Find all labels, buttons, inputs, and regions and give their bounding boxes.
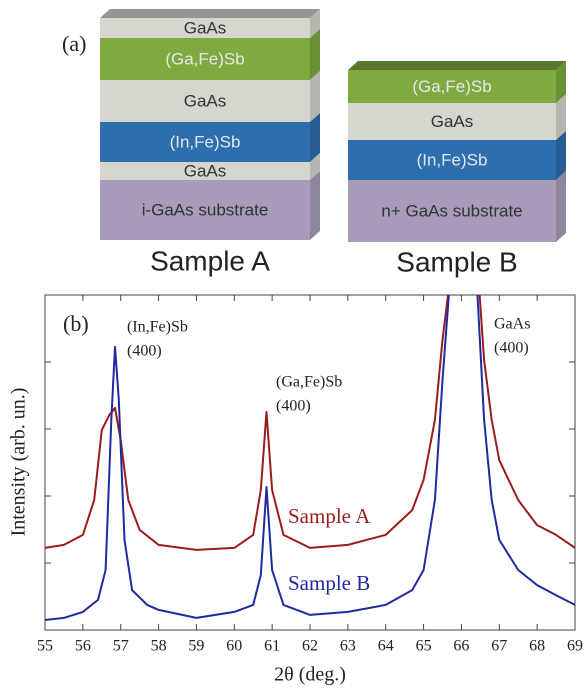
x-tick-label: 62 — [302, 638, 318, 655]
layer-label: GaAs — [184, 161, 227, 180]
sample-label: Sample A — [150, 245, 270, 276]
y-axis-label: Intensity (arb. un.) — [8, 388, 30, 537]
x-tick-label: 64 — [378, 638, 394, 655]
layer-label: (In,Fe)Sb — [170, 132, 241, 151]
x-tick-label: 65 — [416, 638, 432, 655]
x-tick-label: 56 — [75, 638, 91, 655]
panel-label: (a) — [62, 31, 86, 56]
layer-side — [556, 61, 566, 103]
layer-side — [556, 94, 566, 140]
layer-top — [100, 9, 320, 18]
layer-side — [556, 171, 566, 242]
layer-side — [556, 131, 566, 180]
layer-front — [100, 122, 310, 162]
layer-side — [310, 9, 320, 38]
x-tick-label: 69 — [567, 638, 583, 655]
peak-annotation: (In,Fe)Sb — [127, 319, 188, 336]
layer-front — [100, 38, 310, 80]
x-tick-label: 67 — [491, 638, 507, 655]
layer-side — [310, 171, 320, 240]
peak-annotation: (400) — [127, 343, 162, 360]
series-line — [45, 295, 575, 621]
layer-side — [310, 71, 320, 122]
layer-front — [348, 103, 556, 140]
layer-label: (Ga,Fe)Sb — [412, 77, 491, 96]
layer-side — [310, 29, 320, 80]
peak-annotation: (400) — [494, 340, 529, 357]
layer-front — [100, 162, 310, 180]
layer-label: i-GaAs substrate — [142, 200, 269, 219]
layer-top — [348, 61, 566, 70]
series-label: Sample B — [288, 571, 370, 595]
layer-front — [100, 80, 310, 122]
x-tick-label: 57 — [113, 638, 129, 655]
layer-front — [348, 180, 556, 242]
peak-annotation: (Ga,Fe)Sb — [276, 374, 342, 391]
layer-label: GaAs — [431, 112, 474, 131]
x-tick-label: 63 — [340, 638, 356, 655]
peak-annotation: (400) — [276, 398, 311, 415]
layer-label: (In,Fe)Sb — [417, 150, 488, 169]
layer-front — [100, 180, 310, 240]
x-tick-label: 58 — [151, 638, 167, 655]
layer-front — [348, 140, 556, 180]
x-tick-label: 68 — [529, 638, 545, 655]
series-label: Sample A — [288, 504, 371, 528]
x-tick-label: 66 — [453, 638, 469, 655]
plot-area — [45, 295, 575, 621]
layer-label: GaAs — [184, 18, 227, 37]
layer-front — [100, 18, 310, 38]
sample-label: Sample B — [396, 246, 517, 277]
x-tick-label: 55 — [37, 638, 53, 655]
x-tick-label: 61 — [264, 638, 280, 655]
x-tick-label: 59 — [188, 638, 204, 655]
x-axis-label: 2θ (deg.) — [274, 664, 346, 686]
layer-label: n+ GaAs substrate — [381, 201, 522, 220]
layer-label: (Ga,Fe)Sb — [165, 49, 244, 68]
layer-side — [310, 113, 320, 162]
panel-label: (b) — [63, 311, 89, 336]
peak-annotation: GaAs — [494, 316, 530, 333]
layer-front — [348, 70, 556, 103]
x-tick-label: 60 — [226, 638, 242, 655]
layer-label: GaAs — [184, 91, 227, 110]
